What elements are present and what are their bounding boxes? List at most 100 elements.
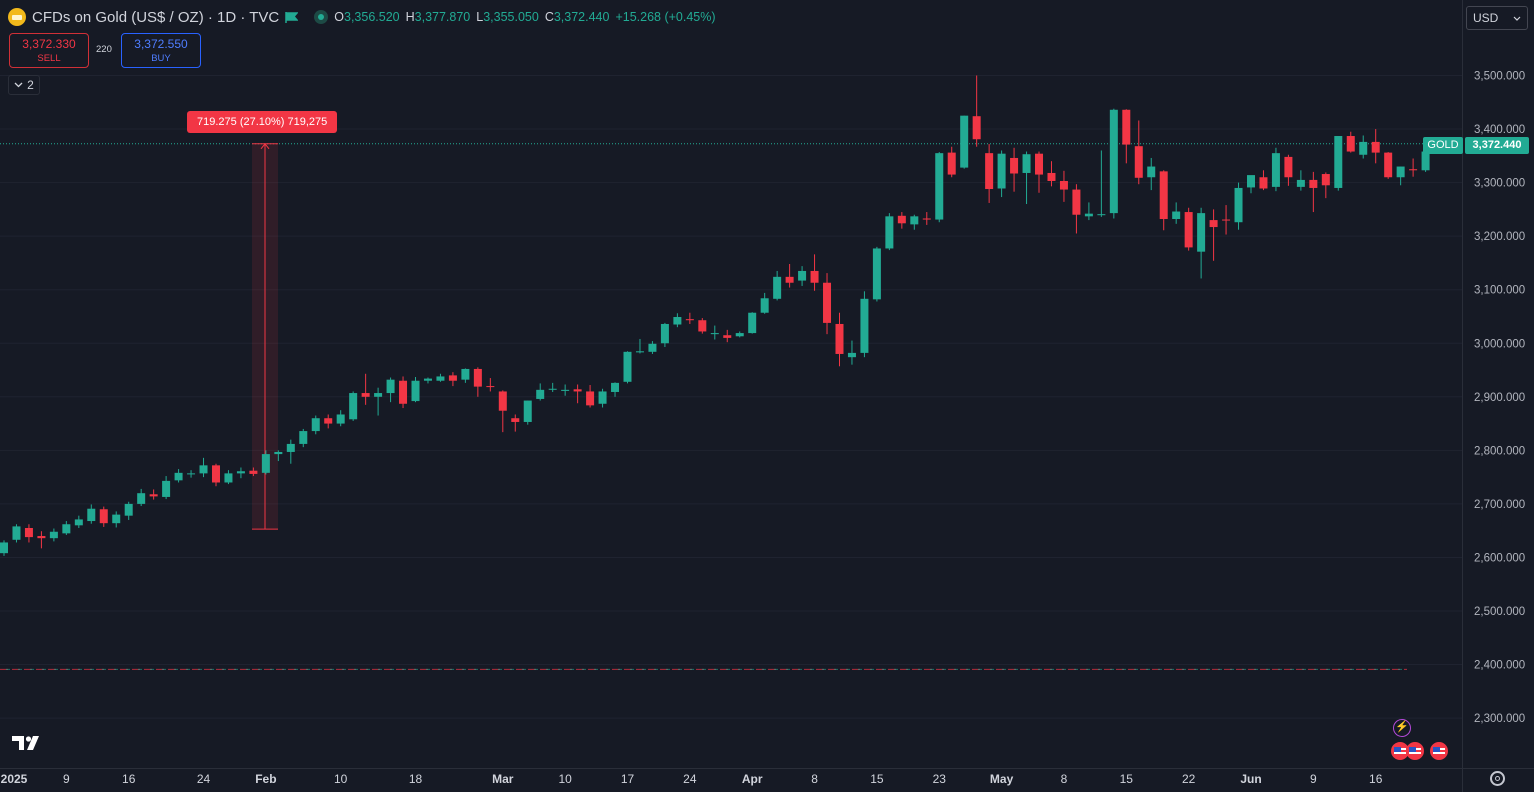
candle-body (1147, 166, 1156, 178)
candle-body (1371, 141, 1380, 153)
x-tick-label: 15 (870, 772, 884, 786)
us-flag-event-icon[interactable] (1406, 742, 1424, 760)
candle-body (847, 352, 856, 358)
candle-body (598, 391, 607, 404)
candle-body (24, 527, 33, 538)
candle-body (1222, 219, 1231, 221)
candle-body (261, 454, 270, 473)
symbol-badge: GOLD (1423, 137, 1463, 154)
candle-body (897, 215, 906, 224)
candle-body (236, 471, 245, 474)
candle-body (685, 319, 694, 321)
candle-body (1122, 109, 1131, 145)
candle-body (211, 465, 220, 483)
candle-body (1359, 141, 1368, 155)
candle-body (324, 418, 333, 424)
currency-select[interactable]: USD (1466, 6, 1528, 30)
candle-body (49, 531, 58, 539)
candle-body (935, 153, 944, 220)
candle-body (436, 376, 445, 381)
buy-button[interactable]: 3,372.550 BUY (121, 33, 201, 68)
y-tick-label: 3,200.000 (1474, 231, 1525, 243)
y-tick-label: 3,100.000 (1474, 285, 1525, 297)
candle-body (997, 153, 1006, 189)
indicators-toggle[interactable]: 2 (8, 75, 40, 95)
settings-gear-icon[interactable] (1490, 771, 1505, 786)
us-flag-event-icon[interactable] (1430, 742, 1448, 760)
candle-body (411, 380, 420, 402)
candle-body (735, 333, 744, 337)
x-tick-label: 10 (334, 772, 348, 786)
candle-body (648, 343, 657, 352)
candle-body (1334, 136, 1343, 188)
candle-body (1035, 153, 1044, 175)
x-tick-label: Apr (742, 772, 763, 786)
candle-body (785, 276, 794, 283)
candle-body (1309, 179, 1318, 188)
candle-body (224, 473, 233, 483)
candle-body (1234, 187, 1243, 223)
live-dot-icon (314, 10, 329, 24)
x-tick-label: 18 (409, 772, 423, 786)
candle-body (124, 503, 133, 516)
candle-body (1159, 171, 1168, 220)
y-tick-label: 2,400.000 (1474, 660, 1525, 672)
chevron-down-icon (1513, 16, 1521, 21)
chart-header: CFDs on Gold (US$ / OZ) · 1D · TVC O3,35… (8, 7, 716, 27)
candle-body (548, 388, 557, 390)
x-tick-label: 16 (122, 772, 136, 786)
candle-body (1271, 153, 1280, 187)
candle-body (137, 493, 146, 504)
candle-body (486, 386, 495, 388)
x-tick-label: 22 (1182, 772, 1196, 786)
x-tick-label: 23 (933, 772, 947, 786)
x-tick-label: 2025 (1, 772, 28, 786)
measure-arrow-head (260, 143, 270, 150)
candle-body (960, 115, 969, 168)
y-tick-label: 3,400.000 (1474, 124, 1525, 136)
y-tick-label: 2,500.000 (1474, 606, 1525, 618)
candle-body (710, 333, 719, 335)
gold-logo-icon (8, 8, 26, 26)
candle-body (12, 526, 21, 540)
candle-body (399, 380, 408, 404)
candle-body (1059, 180, 1068, 190)
candle-body (1409, 169, 1418, 171)
candle-body (74, 519, 83, 526)
candle-body (1134, 146, 1143, 178)
candle-body (885, 216, 894, 249)
candle-body (1384, 152, 1393, 178)
flag-icon[interactable] (285, 11, 299, 23)
candles (0, 75, 1443, 556)
measure-label: 719.275 (27.10%) 719,275 (187, 111, 338, 133)
sell-button[interactable]: 3,372.330 SELL (9, 33, 89, 68)
candle-body (1172, 211, 1181, 220)
candle-body (773, 276, 782, 299)
candle-body (1184, 212, 1193, 248)
x-tick-label: 24 (683, 772, 697, 786)
candle-body (1321, 174, 1330, 186)
tradingview-logo-icon[interactable] (12, 734, 44, 752)
candle-body (561, 389, 570, 391)
symbol-title[interactable]: CFDs on Gold (US$ / OZ) · 1D · TVC (32, 8, 280, 26)
candle-body (872, 248, 881, 300)
lightning-event-icon[interactable]: ⚡ (1393, 719, 1411, 737)
candle-body (1296, 179, 1305, 187)
candle-body (249, 470, 258, 474)
candle-body (1284, 156, 1293, 178)
candle-body (149, 494, 158, 497)
x-tick-label: Jun (1240, 772, 1261, 786)
candle-body (1084, 213, 1093, 217)
x-tick-label: 10 (558, 772, 572, 786)
candle-body (1247, 175, 1255, 188)
candle-body (972, 116, 981, 140)
candle-body (860, 298, 869, 353)
candle-body (299, 431, 308, 444)
candle-body (1097, 214, 1106, 216)
candle-body (523, 400, 532, 422)
candle-body (386, 379, 395, 394)
candle-body (922, 218, 931, 220)
currency-value: USD (1473, 11, 1499, 25)
candle-body (586, 391, 595, 406)
